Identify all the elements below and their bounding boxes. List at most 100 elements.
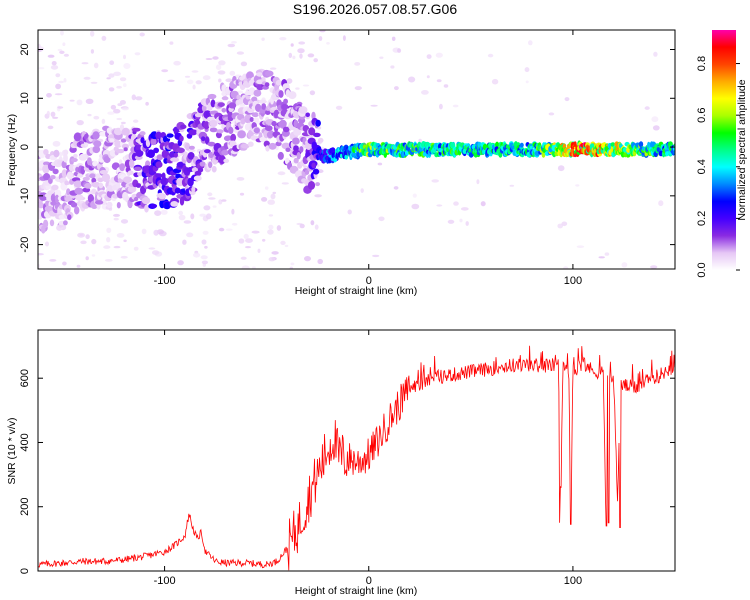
heatmap-speckle (326, 42, 330, 45)
heatmap-cell (109, 138, 115, 143)
heatmap-speckle (133, 119, 139, 123)
heatmap-cell (63, 220, 68, 226)
spectrogram-x-axis: -100 0 100 (154, 30, 582, 287)
heatmap-speckle (191, 70, 199, 73)
heatmap-cell (106, 201, 113, 208)
heatmap-speckle (236, 51, 244, 55)
heatmap-cell (82, 187, 91, 193)
heatmap-speckle (261, 37, 265, 41)
x-tick-label: 0 (366, 275, 372, 287)
heatmap-speckle (212, 205, 217, 208)
heatmap-speckle (91, 238, 97, 245)
heatmap-speckle (192, 84, 196, 90)
heatmap-speckle (123, 239, 127, 243)
heatmap-speckle (215, 64, 222, 70)
heatmap-cell (174, 187, 181, 194)
heatmap-cell (199, 161, 206, 167)
heatmap-cell (277, 151, 284, 160)
heatmap-cell (122, 143, 129, 150)
heatmap-speckle (110, 104, 117, 110)
heatmap-cell (265, 70, 274, 77)
heatmap-speckle (290, 43, 294, 47)
heatmap-speckle (47, 54, 55, 58)
heatmap-cell (283, 98, 288, 105)
heatmap-speckle (241, 265, 250, 269)
heatmap-cell (141, 197, 151, 205)
heatmap-cell (139, 131, 146, 136)
heatmap-cell (188, 129, 198, 136)
heatmap-speckle (231, 41, 237, 44)
heatmap-cell (285, 147, 291, 152)
heatmap-speckle (652, 125, 660, 131)
heatmap-speckle (281, 182, 289, 185)
heatmap-cell (251, 112, 260, 118)
heatmap-cell (127, 170, 134, 175)
heatmap-cell (71, 157, 78, 163)
heatmap-speckle (184, 75, 191, 78)
heatmap-cell (216, 129, 224, 134)
heatmap-speckle (231, 208, 235, 215)
heatmap-cell (156, 154, 163, 161)
heatmap-speckle (116, 117, 123, 121)
heatmap-speckle (411, 203, 420, 210)
heatmap-speckle (309, 90, 316, 96)
heatmap-cell (50, 175, 56, 180)
heatmap-cell (292, 137, 300, 145)
snr-x-axis: -100 0 100 (154, 330, 582, 587)
heatmap-speckle (459, 218, 463, 223)
heatmap-speckle (644, 106, 650, 110)
heatmap-speckle (221, 199, 227, 202)
heatmap-speckle (431, 179, 440, 183)
heatmap-speckle (49, 259, 57, 262)
heatmap-cell (42, 164, 50, 174)
y-tick-label: 20 (19, 43, 31, 55)
heatmap-speckle (54, 93, 63, 96)
heatmap-cell (221, 96, 229, 101)
heatmap-speckle (55, 83, 61, 90)
heatmap-speckle (69, 99, 75, 102)
heatmap-speckle (80, 240, 87, 245)
heatmap-cell (256, 72, 264, 77)
heatmap-speckle (131, 94, 136, 101)
heatmap-speckle (55, 73, 61, 78)
heatmap-speckle (117, 103, 123, 107)
heatmap-cell (93, 140, 102, 148)
heatmap-speckle (50, 65, 59, 70)
heatmap-cell (207, 116, 216, 121)
heatmap-speckle (201, 260, 208, 265)
heatmap-speckle (76, 120, 84, 126)
heatmap-cell (98, 182, 104, 189)
heatmap-speckle (57, 106, 64, 109)
heatmap-speckle (103, 245, 111, 249)
heatmap-cell (66, 188, 71, 196)
heatmap-speckle (360, 188, 364, 194)
heatmap-speckle (121, 121, 126, 125)
heatmap-speckle (182, 239, 187, 245)
heatmap-speckle (193, 252, 201, 258)
heatmap-speckle (59, 151, 63, 158)
heatmap-speckle (101, 35, 107, 41)
heatmap-cell (160, 177, 169, 186)
heatmap-speckle (227, 43, 236, 48)
heatmap-speckle (307, 53, 315, 58)
heatmap-cell (227, 111, 233, 118)
heatmap-speckle (236, 177, 245, 181)
heatmap-speckle (139, 32, 145, 37)
heatmap-cell (116, 148, 125, 154)
heatmap-speckle (650, 265, 658, 269)
heatmap-speckle (60, 30, 64, 36)
heatmap-cell (253, 127, 260, 134)
heatmap-speckle (218, 78, 222, 83)
heatmap-speckle (238, 238, 245, 244)
heatmap-cell (119, 163, 126, 172)
heatmap-speckle (276, 225, 282, 231)
heatmap-cell (180, 124, 187, 130)
colorbar-tick-label: 0.2 (696, 211, 708, 226)
heatmap-speckle (314, 194, 322, 198)
heatmap-speckle (391, 36, 396, 41)
heatmap-speckle (379, 56, 384, 59)
heatmap-speckle (108, 73, 115, 78)
heatmap-cell (70, 202, 78, 208)
heatmap-cell (170, 201, 179, 207)
heatmap-cell (656, 147, 660, 152)
